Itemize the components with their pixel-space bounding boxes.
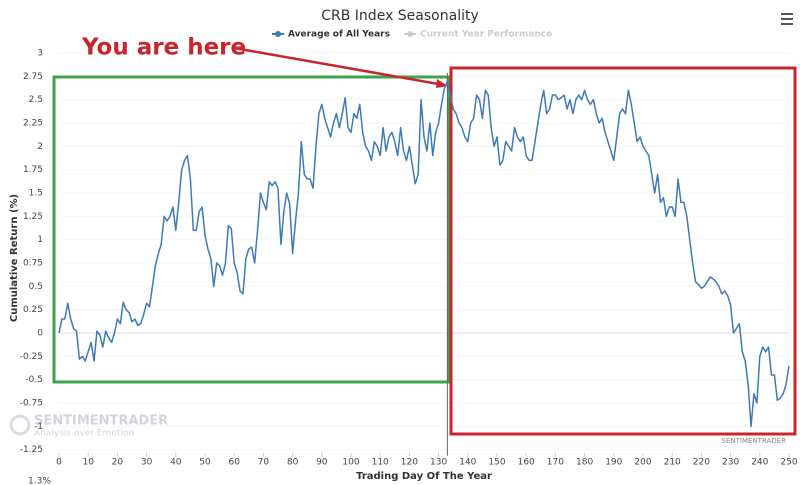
data-line — [58, 80, 790, 428]
watermark-logo — [9, 414, 31, 436]
annotation-arrow — [233, 46, 445, 87]
watermark: SENTIMENTRADER Analysis over Emotion — [9, 414, 168, 439]
x-tick-label: 130 — [430, 458, 447, 468]
y-tick-label: -1.25 — [20, 445, 43, 455]
x-axis-title: Trading Day Of The Year — [356, 471, 492, 482]
y-tick-label: 2.5 — [29, 95, 43, 105]
y-tick-label: 2 — [37, 142, 43, 152]
x-tick-label: 180 — [576, 458, 593, 468]
legend-marker — [275, 31, 281, 37]
watermark-text: SENTIMENTRADER — [34, 414, 168, 429]
y-tick-label: 0 — [37, 329, 43, 339]
x-tick-label: 160 — [518, 458, 535, 468]
legend-label: Average of All Years — [288, 30, 390, 40]
x-tick-label: 90 — [316, 458, 328, 468]
y-tick-label: 0.25 — [23, 305, 43, 315]
y-tick-label: -0.25 — [20, 352, 43, 362]
menu-icon[interactable] — [781, 13, 793, 25]
y-tick-label: 1.75 — [23, 165, 43, 175]
x-tick-label: 190 — [605, 458, 622, 468]
y-tick-label: 1.5 — [29, 189, 43, 199]
grid — [59, 52, 789, 451]
x-tick-label: 60 — [228, 458, 240, 468]
x-tick-label: 200 — [634, 458, 651, 468]
menu-bar — [781, 23, 793, 25]
x-tick-label: 210 — [664, 458, 681, 468]
x-tick-label: 170 — [547, 458, 564, 468]
x-tick-label: 110 — [372, 458, 389, 468]
x-tick-label: 20 — [112, 458, 124, 468]
y-tick-label: 1.25 — [23, 212, 43, 222]
x-tick-label: 30 — [141, 458, 153, 468]
y-tick-label: -0.75 — [20, 399, 43, 409]
y-tick-label: -1 — [34, 422, 43, 432]
x-tick-label: 10 — [82, 458, 94, 468]
chart-title: CRB Index Seasonality — [321, 8, 479, 24]
annotation-text: You are here — [81, 35, 246, 61]
legend-label: Current Year Performance — [420, 30, 552, 40]
legend-marker — [406, 31, 413, 37]
legend-item[interactable]: Current Year Performance — [403, 30, 552, 40]
x-tick-label: 100 — [342, 458, 359, 468]
y-tick-label: 1 — [37, 235, 43, 245]
watermark-tagline: Analysis over Emotion — [34, 429, 134, 439]
x-tick-label: 140 — [459, 458, 476, 468]
menu-bar — [781, 13, 793, 15]
y-tick-label: 0.75 — [23, 259, 43, 269]
x-tick-label: 70 — [258, 458, 270, 468]
x-tick-label: 240 — [751, 458, 768, 468]
x-tick-label: 50 — [199, 458, 211, 468]
y-tick-label: 0.5 — [29, 282, 43, 292]
y-tick-label: -0.5 — [25, 375, 43, 385]
highlight-box-red — [449, 66, 797, 436]
x-tick-label: 40 — [170, 458, 182, 468]
x-tick-label: 120 — [401, 458, 418, 468]
highlight-box-green — [52, 75, 451, 384]
x-tick-label: 230 — [722, 458, 739, 468]
corner-label: 1.3% — [28, 477, 51, 485]
x-tick-label: 250 — [780, 458, 797, 468]
x-tick-label: 0 — [56, 458, 62, 468]
x-tick-label: 150 — [488, 458, 505, 468]
legend: Average of All Years Current Year Perform… — [272, 30, 552, 40]
y-tick-label: 3 — [37, 49, 43, 59]
legend-item[interactable]: Average of All Years — [272, 30, 390, 40]
y-tick-label: 2.25 — [23, 119, 43, 129]
credit: SENTIMENTRADER — [722, 437, 787, 445]
x-tick-label: 80 — [287, 458, 299, 468]
y-tick-label: 2.75 — [23, 72, 43, 82]
menu-bar — [781, 18, 793, 20]
y-axis-title: Cumulative Return (%) — [9, 194, 20, 322]
x-tick-label: 220 — [693, 458, 710, 468]
